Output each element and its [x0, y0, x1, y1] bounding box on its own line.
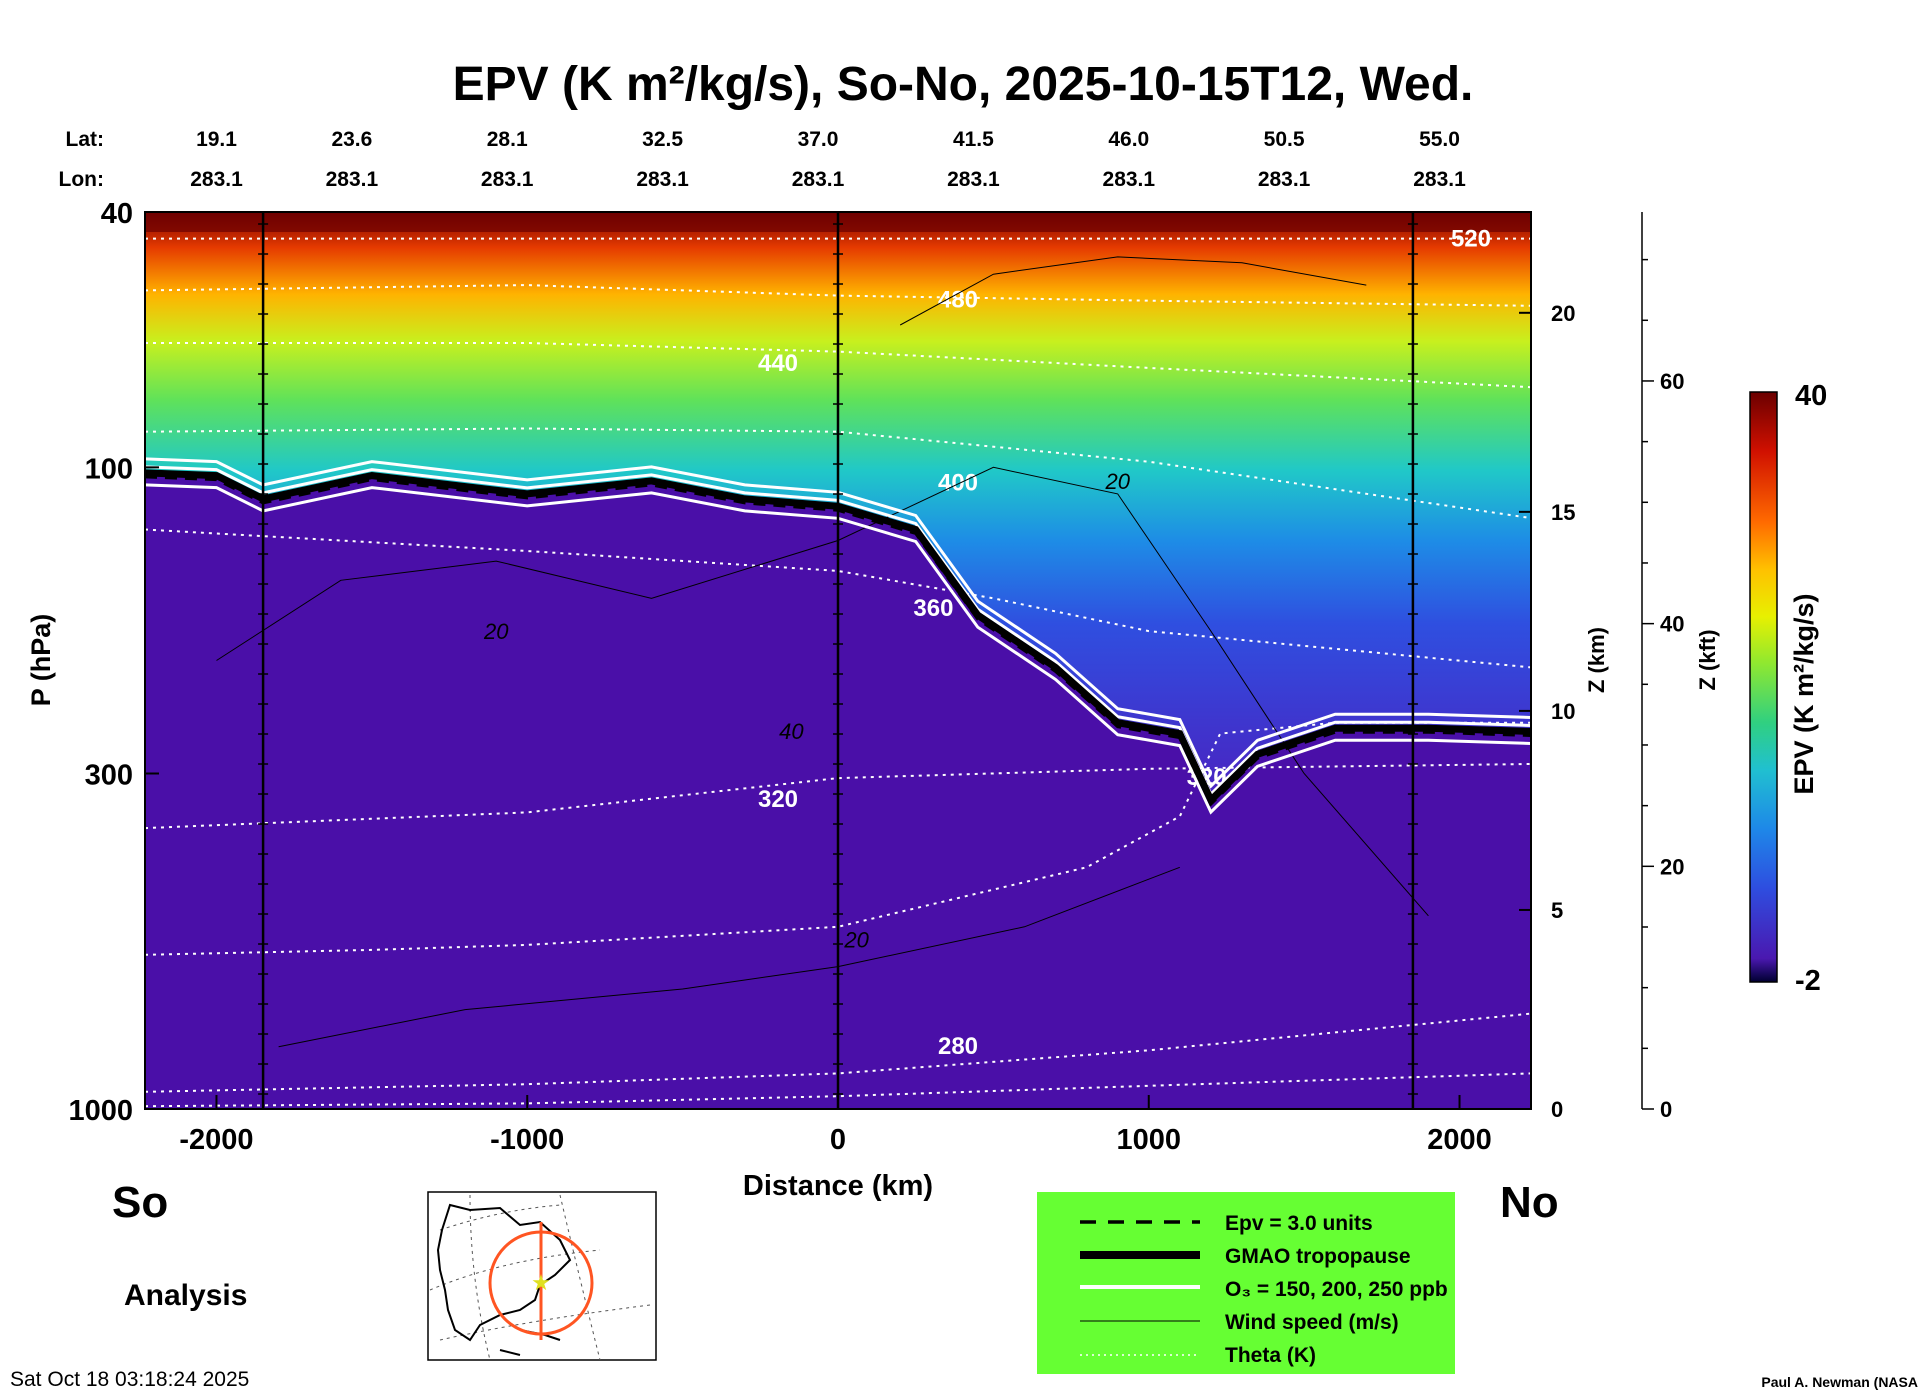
lon-tick-label: 283.1 [190, 168, 243, 191]
lon-tick-label: 283.1 [1413, 168, 1466, 191]
z-km-tick-label: 10 [1551, 699, 1575, 724]
lon-tick-label: 283.1 [947, 168, 1000, 191]
p-tick-label: 1000 [68, 1095, 133, 1127]
tropopause-and-ozone-lines [145, 457, 1531, 815]
theta-label: 280 [938, 1033, 978, 1060]
lon-tick-label: 283.1 [1103, 168, 1156, 191]
wind-contour [899, 256, 1367, 326]
colorbar [1749, 391, 1778, 983]
map-center-star-icon: ★ [531, 1271, 551, 1296]
lat-tick-label: 23.6 [331, 128, 372, 151]
wind-contour [216, 466, 1429, 917]
wind-speed-contours: 20 20 40 20 [216, 256, 1429, 1048]
pressure-axis: 40 100 300 1000 [68, 198, 159, 1127]
theta-label: 320 [758, 786, 798, 813]
z-km-axis: 0 5 10 15 20 [1519, 301, 1575, 1122]
lat-row-label: Lat: [66, 128, 105, 151]
lat-tick-label: 55.0 [1419, 128, 1460, 151]
z-km-tick-label: 5 [1551, 898, 1563, 923]
lat-tick-label: 19.1 [196, 128, 237, 151]
lat-tick-label: 32.5 [642, 128, 683, 151]
legend-wind-label: Wind speed (m/s) [1225, 1311, 1399, 1334]
x-tick-label: -2000 [179, 1124, 253, 1156]
wind-contour-label: 20 [483, 619, 509, 644]
lon-tick-label: 283.1 [481, 168, 534, 191]
z-km-tick-label: 0 [1551, 1097, 1563, 1122]
theta-label: 440 [758, 350, 798, 377]
ozone-150-line [145, 457, 1531, 789]
vertical-marker-lines [258, 212, 1418, 1109]
lat-tick-label: 37.0 [798, 128, 839, 151]
wind-contour [278, 866, 1180, 1048]
lon-row-label: Lon: [59, 168, 104, 191]
z-km-axis-label: Z (km) [1584, 627, 1609, 693]
ozone-250-line [145, 483, 1531, 815]
wind-contour-label: 20 [1104, 469, 1130, 494]
theta-label: 520 [1451, 226, 1491, 253]
wind-contour-label: 40 [779, 719, 804, 744]
z-kft-axis-label: Z (kft) [1695, 629, 1720, 690]
z-km-tick-label: 20 [1551, 301, 1575, 326]
lon-tick-label: 283.1 [636, 168, 689, 191]
z-km-tick-label: 15 [1551, 500, 1575, 525]
ozone-200-line [145, 465, 1531, 797]
x-axis-label: Distance (km) [743, 1170, 933, 1202]
lat-tick-label: 41.5 [953, 128, 994, 151]
legend-tropopause-label: GMAO tropopause [1225, 1245, 1411, 1268]
lon-tick-label: 283.1 [1258, 168, 1311, 191]
z-kft-axis: 0 20 40 60 [1641, 212, 1684, 1122]
x-tick-label: 0 [830, 1124, 846, 1156]
legend-theta-label: Theta (K) [1225, 1344, 1316, 1367]
legend-ozone-label: O₃ = 150, 200, 250 ppb [1225, 1278, 1448, 1301]
theta-line [145, 528, 1531, 669]
lon-tick-label: 283.1 [326, 168, 379, 191]
lon-tick-label: 283.1 [792, 168, 845, 191]
inset-location-map: ★ [427, 1191, 657, 1361]
colorbar-max-label: 40 [1795, 380, 1827, 412]
location-tick-labels: 19.1 283.1 23.6 283.1 28.1 283.1 32.5 283.1 37.0… [190, 128, 1466, 191]
analysis-label: Analysis [124, 1279, 247, 1312]
x-tick-label: -1000 [490, 1124, 564, 1156]
z-kft-tick-label: 20 [1660, 854, 1684, 879]
credit: Paul A. Newman (NASA [1761, 1374, 1918, 1390]
tropopause-line [145, 469, 1531, 807]
south-label: So [112, 1178, 168, 1227]
p-tick-label: 40 [101, 198, 133, 230]
epv-threshold-line [145, 475, 1531, 807]
z-kft-tick-label: 60 [1660, 369, 1684, 394]
x-tick-label: 1000 [1117, 1124, 1182, 1156]
z-kft-tick-label: 40 [1660, 612, 1684, 637]
legend: Epv = 3.0 units GMAO tropopause O₃ = 150… [1037, 1192, 1455, 1374]
lat-tick-label: 50.5 [1264, 128, 1305, 151]
p-tick-label: 300 [85, 759, 133, 791]
y-axis-label: P (hPa) [26, 614, 56, 707]
p-tick-label: 100 [85, 453, 133, 485]
colorbar-label: EPV (K m²/kg/s) [1789, 593, 1819, 794]
x-axis: -2000 -1000 0 1000 2000 [179, 1095, 1492, 1156]
legend-box [1037, 1192, 1455, 1374]
x-tick-label: 2000 [1427, 1124, 1492, 1156]
lat-tick-label: 28.1 [487, 128, 528, 151]
timestamp: Sat Oct 18 03:18:24 2025 [10, 1368, 249, 1391]
lat-tick-label: 46.0 [1108, 128, 1149, 151]
theta-label: 480 [938, 286, 978, 313]
theta-label: 400 [938, 469, 978, 496]
z-kft-tick-label: 0 [1660, 1097, 1672, 1122]
chart-title: EPV (K m²/kg/s), So-No, 2025-10-15T12, W… [453, 58, 1474, 111]
north-label: No [1500, 1178, 1559, 1227]
colorbar-min-label: -2 [1795, 965, 1821, 997]
theta-label: 360 [913, 595, 953, 622]
wind-contour-label: 20 [843, 927, 869, 952]
legend-epv-label: Epv = 3.0 units [1225, 1212, 1373, 1235]
